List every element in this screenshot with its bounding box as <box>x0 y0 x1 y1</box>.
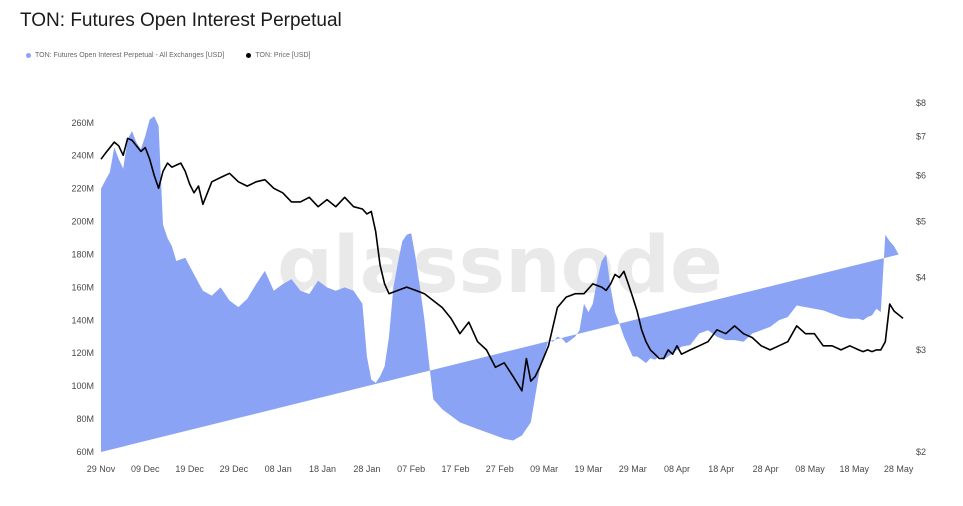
x-tick-label: 09 Mar <box>530 464 558 474</box>
left-tick-label: 80M <box>76 414 94 424</box>
x-tick-label: 17 Feb <box>441 464 469 474</box>
x-tick-label: 28 May <box>884 464 914 474</box>
left-tick-label: 240M <box>71 151 94 161</box>
x-tick-label: 19 Dec <box>175 464 204 474</box>
right-tick-label: $6 <box>916 170 926 180</box>
left-tick-label: 180M <box>71 250 94 260</box>
right-tick-label: $7 <box>916 132 926 142</box>
right-tick-label: $8 <box>916 98 926 108</box>
price-line <box>100 137 904 392</box>
x-tick-label: 18 May <box>840 464 870 474</box>
left-tick-label: 260M <box>71 118 94 128</box>
left-tick-label: 200M <box>71 217 94 227</box>
left-tick-label: 140M <box>71 315 94 325</box>
right-tick-label: $4 <box>916 273 926 283</box>
x-axis: 29 Nov 09 Dec 19 Dec 29 Dec 08 Jan 18 Jan 28 J… <box>87 464 914 474</box>
chart-title: TON: Futures Open Interest Perpetual <box>20 10 342 31</box>
x-tick-label: 07 Feb <box>397 464 425 474</box>
x-tick-label: 08 Jan <box>265 464 292 474</box>
x-tick-label: 08 Apr <box>664 464 690 474</box>
right-axis: $2 $3 $4 $5 $6 $7 $8 <box>916 98 926 457</box>
x-tick-label: 09 Dec <box>131 464 160 474</box>
open-interest-area <box>101 116 899 452</box>
legend-swatch-price <box>246 53 252 58</box>
left-tick-label: 120M <box>71 348 94 358</box>
right-tick-label: $2 <box>916 447 926 457</box>
x-tick-label: 18 Apr <box>708 464 734 474</box>
legend-item-price[interactable]: TON: Price [USD] <box>246 52 310 59</box>
x-tick-label: 28 Apr <box>753 464 779 474</box>
x-tick-label: 08 May <box>795 464 825 474</box>
left-axis: 60M 80M 100M 120M 140M 160M 180M 200M 220M 240M 26… <box>71 118 94 457</box>
x-tick-label: 29 Dec <box>220 464 249 474</box>
legend: TON: Futures Open Interest Perpetual - A… <box>26 52 310 59</box>
left-tick-label: 160M <box>71 282 94 292</box>
plot-area <box>100 116 904 452</box>
left-tick-label: 220M <box>71 184 94 194</box>
legend-label-price: TON: Price [USD] <box>255 52 311 59</box>
x-tick-label: 29 Mar <box>619 464 647 474</box>
legend-item-open-interest[interactable]: TON: Futures Open Interest Perpetual - A… <box>26 52 224 59</box>
x-tick-label: 18 Jan <box>309 464 336 474</box>
legend-label-open-interest: TON: Futures Open Interest Perpetual - A… <box>35 52 225 59</box>
right-tick-label: $5 <box>916 216 926 226</box>
left-tick-label: 100M <box>71 381 94 391</box>
right-tick-label: $3 <box>916 345 926 355</box>
legend-swatch-open-interest <box>26 53 31 58</box>
x-tick-label: 19 Mar <box>574 464 602 474</box>
x-tick-label: 27 Feb <box>486 464 514 474</box>
left-tick-label: 60M <box>76 447 94 457</box>
x-tick-label: 29 Nov <box>87 464 116 474</box>
x-tick-label: 28 Jan <box>353 464 380 474</box>
